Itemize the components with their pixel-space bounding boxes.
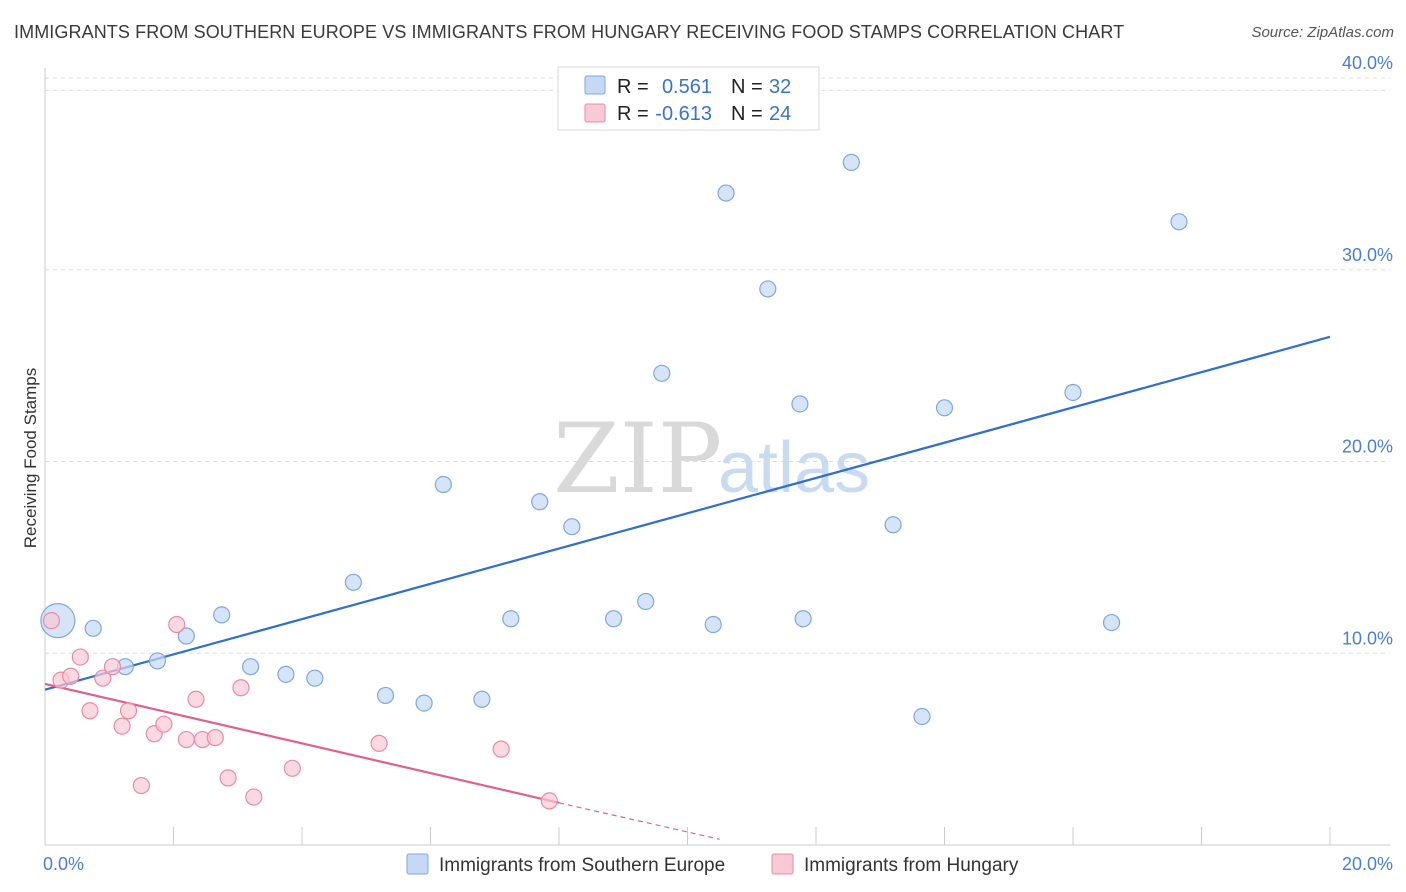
- data-point: [306, 669, 324, 687]
- points-layer: [40, 153, 1188, 810]
- data-point: [842, 153, 860, 171]
- data-point: [884, 516, 902, 534]
- data-point: [62, 667, 80, 685]
- series-name-hungary: Immigrants from Hungary: [804, 855, 1019, 876]
- data-point: [245, 788, 263, 806]
- legend-r-label: R =: [617, 103, 649, 125]
- data-point: [42, 612, 61, 630]
- data-point: [213, 606, 231, 624]
- data-point: [168, 615, 186, 634]
- legend-r-label: R =: [617, 76, 649, 98]
- data-point: [791, 395, 809, 413]
- data-point: [540, 792, 558, 810]
- data-point: [232, 679, 250, 697]
- data-point: [1064, 383, 1082, 402]
- data-point: [84, 619, 102, 637]
- data-point: [502, 610, 520, 628]
- data-point: [155, 715, 173, 733]
- data-point: [94, 669, 112, 687]
- axes-layer: [44, 68, 1390, 846]
- data-point: [219, 769, 237, 787]
- data-point: [653, 364, 671, 382]
- grid-layer: [45, 77, 1390, 654]
- data-point: [473, 690, 491, 708]
- x-tick-label: 20.0%: [1342, 854, 1393, 874]
- data-point: [434, 475, 452, 494]
- series-name-southern-europe: Immigrants from Southern Europe: [439, 855, 725, 876]
- data-point: [206, 729, 224, 747]
- data-point: [415, 694, 433, 712]
- data-point: [370, 734, 388, 752]
- chart-title: IMMIGRANTS FROM SOUTHERN EUROPE VS IMMIG…: [14, 22, 1125, 42]
- series-swatch-hungary: [771, 853, 794, 875]
- data-point: [187, 690, 205, 708]
- data-point: [148, 652, 167, 670]
- data-point: [492, 740, 510, 758]
- tick-labels: 10.0% 20.0% 30.0% 40.0% 0.0% 20.0%: [43, 53, 1393, 874]
- legend-swatch-blue: [584, 75, 606, 95]
- legend-n-label: N =: [731, 76, 763, 98]
- legend-n-value: 32: [769, 76, 791, 98]
- trend-line-extension: [558, 802, 720, 840]
- data-point: [605, 610, 623, 628]
- y-tick-label: 30.0%: [1342, 245, 1393, 265]
- data-point: [242, 658, 260, 676]
- data-point: [283, 759, 301, 777]
- watermark-atlas: atlas: [718, 428, 870, 508]
- data-point: [103, 658, 122, 676]
- watermark-zip: ZIP: [553, 403, 722, 515]
- y-tick-label: 10.0%: [1342, 628, 1393, 648]
- data-point: [717, 184, 735, 202]
- y-axis-label: Receiving Food Stamps: [21, 368, 40, 548]
- data-point: [935, 399, 954, 417]
- data-point: [759, 280, 777, 298]
- data-point: [344, 573, 362, 591]
- data-point: [71, 648, 89, 666]
- legend-r-value: 0.561: [662, 76, 712, 98]
- data-point: [177, 627, 195, 645]
- y-tick-label: 20.0%: [1342, 437, 1393, 457]
- data-point: [376, 686, 395, 705]
- data-point: [794, 610, 812, 628]
- data-point: [119, 702, 138, 720]
- data-point: [177, 730, 195, 749]
- series-swatch-southern-europe: [406, 853, 429, 875]
- data-point: [113, 717, 131, 735]
- data-point: [563, 518, 581, 536]
- source-credit: Source: ZipAtlas.com: [1251, 24, 1394, 41]
- data-point: [277, 665, 295, 683]
- y-tick-label: 40.0%: [1342, 53, 1393, 73]
- legend-r-value: -0.613: [655, 103, 712, 125]
- data-point: [1170, 213, 1188, 231]
- data-point: [1102, 613, 1121, 632]
- x-tick-label: 0.0%: [43, 854, 84, 874]
- series-legend: Immigrants from Southern Europe Immigran…: [406, 853, 1019, 876]
- watermark: ZIP atlas: [553, 403, 870, 515]
- data-point: [913, 707, 931, 726]
- legend-n-label: N =: [731, 103, 763, 125]
- data-point: [704, 615, 722, 634]
- data-point: [81, 702, 99, 720]
- legend-n-value: 24: [769, 103, 791, 125]
- data-point: [132, 776, 150, 795]
- data-point: [531, 493, 549, 511]
- correlation-legend: R = 0.561 N = 32 R = -0.613 N = 24: [557, 66, 820, 131]
- data-point: [637, 592, 655, 611]
- legend-swatch-pink: [584, 103, 606, 123]
- trend-line: [44, 335, 1331, 691]
